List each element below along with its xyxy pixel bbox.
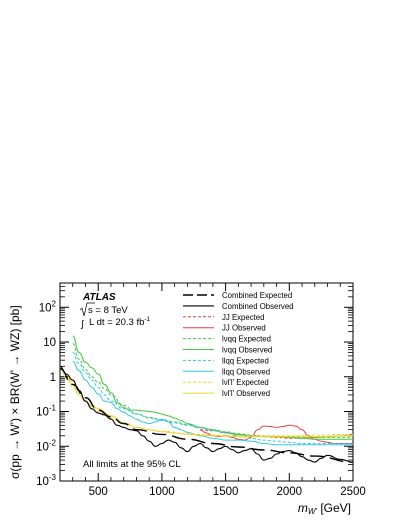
x-tick-label: 2500	[340, 486, 366, 498]
legend-entry: Combined Expected	[222, 291, 292, 300]
legend-entry: JJ Observed	[222, 324, 266, 333]
minor-ticks	[60, 282, 353, 481]
energy-label: s = 8 TeV	[79, 302, 128, 317]
y-tick-label: 10-1	[36, 404, 56, 419]
y-tick-label: 1	[50, 372, 56, 384]
series-layer	[59, 335, 354, 463]
series-line-4	[72, 343, 353, 438]
y-axis-title: σ(pp → W') × BR(W' → WZ) [pb]	[8, 305, 22, 479]
luminosity-label: ∫ L dt = 20.3 fb-1	[80, 316, 151, 330]
sqrt-sign	[79, 302, 95, 317]
legend-entry: llqq Expected	[222, 356, 269, 365]
svg-text:s = 8 TeV: s = 8 TeV	[88, 305, 128, 316]
series-line-8	[59, 367, 354, 437]
series-line-5	[72, 335, 353, 440]
legend-entry: Combined Observed	[222, 302, 294, 311]
legend: Combined Expected Combined Observed JJ Exp…	[183, 291, 294, 398]
y-tick-labels: 102 10 1 10-1 10-2 10-3	[36, 299, 56, 488]
integral-sign: ∫	[80, 319, 85, 330]
y-tick-label: 10-3	[36, 473, 56, 488]
series-line-7	[72, 360, 353, 446]
x-tick-labels: 500 1000 1500 2000 2500	[89, 486, 366, 498]
legend-entry: lνl'l' Observed	[222, 389, 270, 398]
experiment-label: ATLAS	[82, 292, 116, 303]
series-line-2	[200, 429, 354, 439]
legend-entry: JJ Expected	[222, 313, 264, 322]
svg-text:L dt = 20.3 fb-1: L dt = 20.3 fb-1	[89, 316, 151, 328]
cl-note: All limits at the 95% CL	[83, 459, 181, 470]
y-tick-label: 10	[43, 337, 56, 349]
x-axis-title: mW' [GeV]	[298, 501, 351, 516]
major-ticks	[60, 283, 354, 482]
legend-entry: lνqq Observed	[222, 346, 272, 355]
legend-entry: lνl'l' Expected	[222, 378, 269, 387]
x-tick-label: 2000	[277, 486, 303, 498]
legend-entry: lνqq Expected	[222, 335, 271, 344]
x-tick-label: 1000	[149, 486, 175, 498]
y-tick-label: 10-2	[36, 438, 56, 453]
legend-entry: llqq Observed	[222, 367, 270, 376]
series-line-1	[59, 365, 354, 463]
x-tick-label: 500	[89, 486, 108, 498]
series-line-9	[59, 365, 354, 438]
series-line-6	[72, 352, 353, 445]
x-tick-label: 1500	[213, 486, 239, 498]
y-tick-label: 102	[39, 299, 57, 314]
